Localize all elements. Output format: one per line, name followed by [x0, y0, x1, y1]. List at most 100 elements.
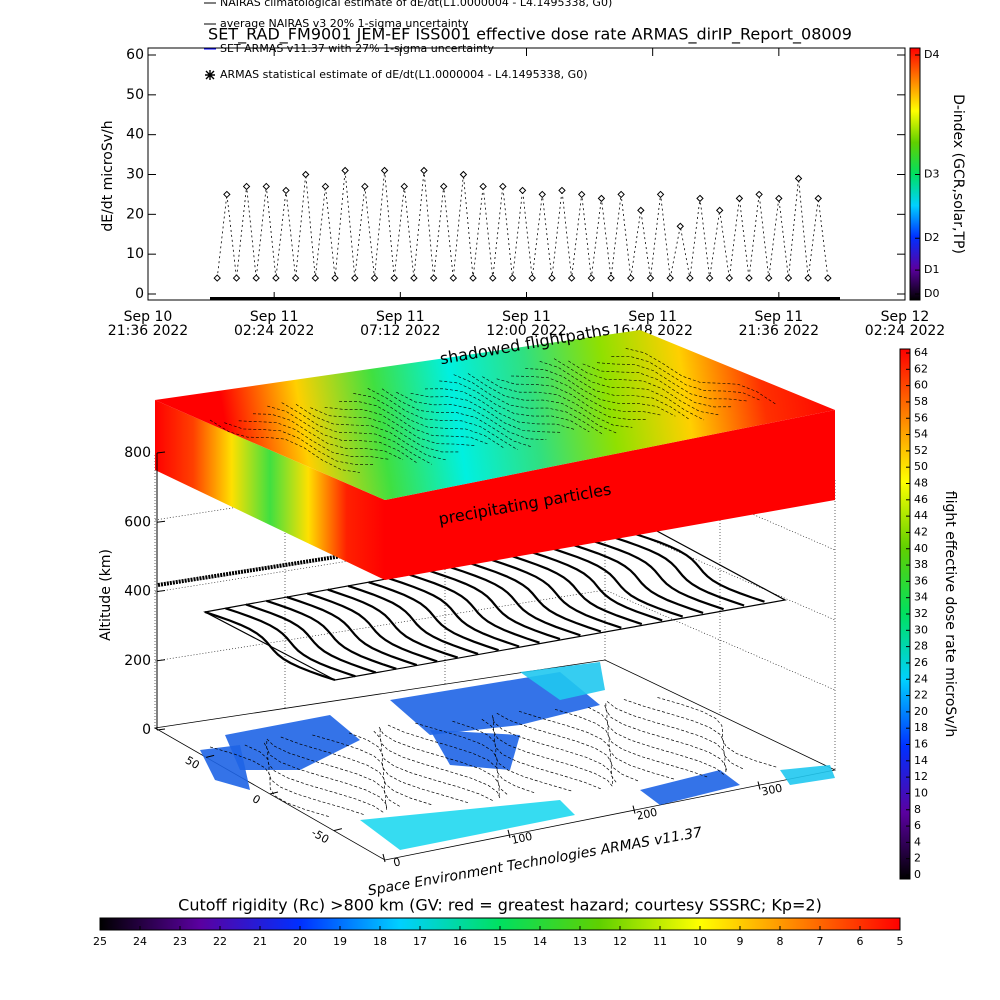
flight-path [347, 584, 479, 655]
flight-path [388, 577, 520, 648]
x-tick-label: 02:24 2022 [865, 323, 945, 339]
x-tick-label: 100 [510, 830, 533, 847]
ground-track [415, 722, 536, 794]
data-point [538, 190, 546, 199]
ground-track [379, 729, 501, 800]
colorbar-tick-label: D3 [924, 168, 939, 181]
colorbar-tick-label: 22 [914, 689, 928, 702]
colorbar-tick-label: 14 [914, 754, 928, 767]
x-tick-label: 0 [392, 855, 402, 869]
data-point [232, 274, 241, 282]
data-point [735, 194, 744, 203]
land-mass [225, 715, 360, 770]
data-point [242, 182, 251, 191]
slab-track [295, 404, 447, 461]
land-mass [780, 765, 835, 785]
colorbar-tick-label: 56 [914, 411, 928, 424]
flight-path [286, 596, 418, 667]
y-axis-label: dE/dt microSv/h [100, 120, 116, 231]
data-point [420, 166, 428, 175]
y-tick-label: 0 [250, 792, 263, 807]
colorbar-tick-label: 5 [897, 935, 904, 948]
colorbar-tick-label: 23 [173, 935, 187, 948]
data-point [331, 274, 339, 282]
data-point [567, 274, 576, 282]
ground-track [266, 740, 388, 812]
slab-track [410, 393, 561, 433]
colorbar-tick-label: 13 [573, 935, 587, 948]
data-point [311, 274, 320, 282]
flight-path [531, 551, 663, 622]
data-point [686, 274, 694, 282]
ground-track [481, 718, 602, 790]
flight-path [491, 558, 622, 629]
y-tick-label: 0 [135, 286, 144, 302]
data-point [351, 274, 359, 282]
colorbar-tick-label: D4 [924, 48, 939, 61]
slab-track [568, 360, 719, 416]
data-point [548, 274, 556, 282]
z-tick-label: 600 [124, 514, 151, 530]
y-tick [269, 791, 279, 795]
data-point [627, 274, 635, 282]
colorbar-tick-label: 4 [914, 835, 921, 848]
data-point [745, 274, 753, 282]
data-point [577, 190, 586, 199]
colorbar-tick-label: 58 [914, 395, 928, 408]
flight-path [409, 573, 540, 644]
slab-track [582, 363, 733, 408]
slab-track [252, 413, 404, 461]
data-point [370, 274, 379, 282]
ground-track [606, 701, 728, 772]
flight-path [450, 566, 581, 637]
data-point [459, 170, 468, 179]
x-tick-label: 21:36 2022 [739, 323, 819, 339]
colorbar-tick-label: 16 [453, 935, 467, 948]
colorbar-tick-label: 19 [333, 935, 347, 948]
colorbar-tick-label: 36 [914, 574, 928, 587]
data-point [528, 274, 536, 282]
data-point [755, 190, 763, 199]
legend-label: NAIRAS climatological estimate of dE/dt(… [220, 0, 612, 9]
flight-path [634, 532, 765, 603]
slab-track [467, 373, 619, 434]
ground-track [280, 736, 401, 808]
data-point [804, 274, 812, 282]
z-tick-label: 0 [142, 722, 151, 738]
legend-label: average NAIRAS v3 20% 1-sigma uncertaint… [220, 17, 469, 30]
y-tick-label: 50 [183, 754, 202, 772]
colorbar-tick-label: 8 [914, 803, 921, 816]
colorbar-tick-label: 40 [914, 542, 928, 555]
z-tick [156, 728, 166, 731]
y-tick-label: -50 [309, 826, 331, 846]
legend-symbol [205, 70, 215, 80]
colorbar-label: D-index (GCR,solar,TP) [950, 94, 966, 254]
x-tick [382, 853, 386, 863]
data-point [696, 194, 704, 203]
colorbar-tick-label: 7 [817, 935, 824, 948]
y-tick-label: 40 [126, 127, 144, 143]
data-point [429, 274, 438, 282]
colorbar-tick-label: 50 [914, 460, 928, 473]
x-tick-label: Sep 12 [881, 309, 930, 325]
data-point [469, 274, 477, 282]
colorbar-tick-label: 20 [293, 935, 307, 948]
colorbar-tick-label: 64 [914, 346, 928, 359]
z-tick [156, 590, 166, 592]
x-tick-label: Sep 10 [124, 309, 173, 325]
flight-path [613, 536, 745, 607]
ground-track [312, 734, 433, 806]
colorbar-tick-label: 62 [914, 362, 928, 375]
colorbar-tick-label: 9 [737, 935, 744, 948]
data-point [361, 182, 369, 191]
flight-path [511, 555, 643, 626]
y-tick-label: 50 [126, 87, 144, 103]
slab-track [324, 407, 475, 446]
colorbar-tick-label: 24 [133, 935, 147, 948]
x-tick-label: 07:12 2022 [360, 323, 440, 339]
slab-track [310, 407, 461, 453]
colorbar-tick-label: 8 [777, 935, 784, 948]
slab-track [367, 388, 518, 451]
flight-path [245, 603, 377, 674]
slab-track [510, 375, 662, 416]
